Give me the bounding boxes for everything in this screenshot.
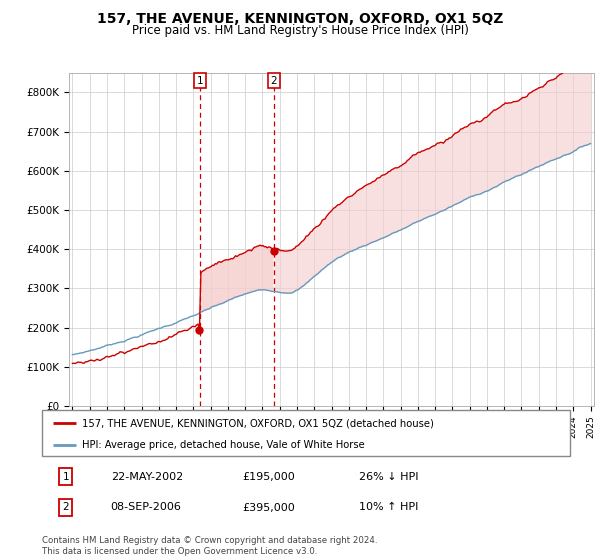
Text: HPI: Average price, detached house, Vale of White Horse: HPI: Average price, detached house, Vale… [82,440,364,450]
Text: 10% ↑ HPI: 10% ↑ HPI [359,502,418,512]
Text: 26% ↓ HPI: 26% ↓ HPI [359,472,418,482]
Text: £395,000: £395,000 [242,502,295,512]
Text: Price paid vs. HM Land Registry's House Price Index (HPI): Price paid vs. HM Land Registry's House … [131,24,469,36]
Text: 1: 1 [197,76,203,86]
Text: Contains HM Land Registry data © Crown copyright and database right 2024.
This d: Contains HM Land Registry data © Crown c… [42,536,377,556]
Text: £195,000: £195,000 [242,472,295,482]
Text: 157, THE AVENUE, KENNINGTON, OXFORD, OX1 5QZ: 157, THE AVENUE, KENNINGTON, OXFORD, OX1… [97,12,503,26]
Text: 08-SEP-2006: 08-SEP-2006 [110,502,182,512]
Text: 157, THE AVENUE, KENNINGTON, OXFORD, OX1 5QZ (detached house): 157, THE AVENUE, KENNINGTON, OXFORD, OX1… [82,418,433,428]
Text: 1: 1 [62,472,69,482]
Text: 2: 2 [62,502,69,512]
Text: 2: 2 [271,76,277,86]
Text: 22-MAY-2002: 22-MAY-2002 [110,472,183,482]
